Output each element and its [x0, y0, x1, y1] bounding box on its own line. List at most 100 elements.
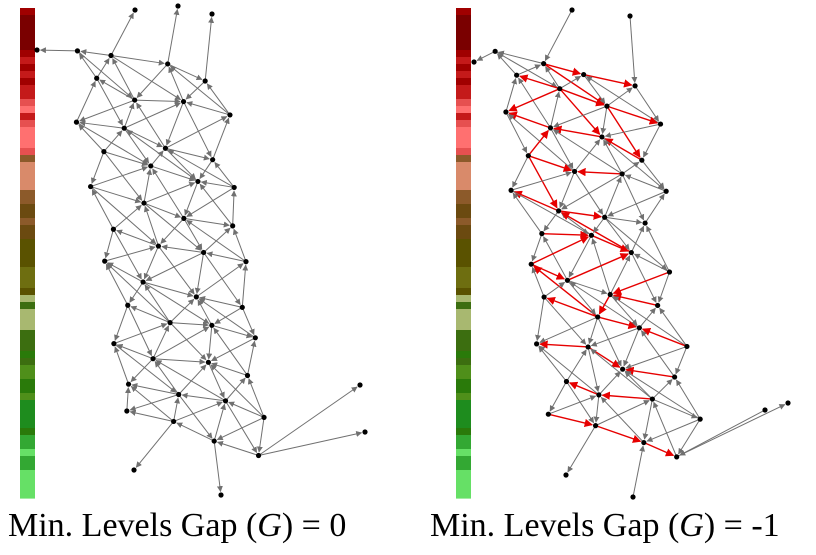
highlighted-edge	[612, 271, 670, 295]
highlighted-edge	[560, 211, 632, 254]
graph-node	[34, 47, 40, 53]
highlighted-edge	[606, 105, 641, 158]
level-stripe	[456, 183, 471, 191]
graph-node	[94, 75, 100, 81]
graph-node	[508, 187, 514, 193]
graph-edge	[130, 386, 174, 422]
graph-edge	[230, 190, 237, 226]
graph-node	[111, 341, 117, 347]
level-stripe	[20, 85, 35, 93]
graph-edge	[186, 187, 235, 217]
left-caption-variable: G	[257, 507, 282, 544]
level-stripe	[20, 330, 35, 338]
highlighted-edge	[604, 138, 643, 161]
graph-edge	[590, 327, 640, 347]
level-stripe	[456, 218, 471, 226]
graph-edge	[143, 205, 159, 247]
graph-node	[492, 48, 498, 54]
level-stripe	[456, 295, 471, 303]
level-stripe	[456, 120, 471, 128]
graph-edge	[114, 305, 129, 341]
graph-node	[557, 86, 563, 92]
graph-edge	[659, 307, 688, 347]
graph-edge	[630, 225, 645, 253]
level-stripe	[456, 113, 471, 121]
graph-edge	[258, 430, 363, 456]
graph-edge	[531, 266, 545, 298]
graph-edge	[183, 217, 230, 228]
graph-edge	[560, 212, 592, 236]
level-stripe	[456, 484, 471, 492]
graph-edge	[80, 49, 112, 57]
level-stripe	[456, 211, 471, 219]
level-stripe	[456, 190, 471, 198]
level-stripe	[20, 393, 35, 401]
level-stripe	[20, 428, 35, 436]
graph-edge	[543, 296, 587, 345]
graph-node	[176, 391, 182, 398]
graph-node	[124, 408, 130, 414]
level-stripe	[456, 463, 471, 471]
graph-node	[209, 322, 215, 328]
graph-edge	[228, 401, 265, 418]
graph-node	[165, 61, 171, 67]
graph-edge	[116, 229, 159, 247]
graph-node	[239, 304, 245, 310]
highlighted-edge	[597, 316, 637, 330]
level-stripe	[20, 197, 35, 205]
graph-edge	[632, 445, 646, 498]
level-stripe	[20, 407, 35, 415]
graph-edge	[110, 55, 182, 101]
graph-edge	[604, 216, 643, 225]
graph-edge	[203, 227, 231, 253]
graph-edge	[211, 324, 253, 339]
highlighted-edge	[508, 88, 561, 112]
graph-edge	[106, 263, 171, 324]
level-stripe	[456, 281, 471, 289]
level-stripe	[456, 316, 471, 324]
graph-edge	[176, 422, 215, 442]
graph-edge	[129, 394, 179, 412]
highlighted-edge	[577, 167, 623, 177]
graph-edge	[676, 379, 701, 420]
graph-edge	[135, 421, 175, 468]
graph-edge	[170, 321, 209, 328]
graph-node	[201, 249, 207, 256]
graph-edge	[516, 64, 541, 76]
level-stripe	[20, 127, 35, 135]
level-stripe	[20, 365, 35, 373]
graph-node	[556, 208, 562, 214]
graph-edge	[510, 171, 572, 191]
graph-edge	[638, 307, 656, 329]
graph-node	[180, 98, 187, 105]
graph-edge	[113, 343, 177, 393]
level-stripe	[456, 169, 471, 177]
graph-edge	[574, 139, 601, 172]
level-stripe	[20, 183, 35, 191]
graph-edge	[629, 15, 638, 83]
graph-edge	[601, 136, 664, 190]
level-stripe	[456, 260, 471, 268]
graph-node	[148, 163, 154, 169]
level-stripe	[20, 379, 35, 387]
graph-node	[110, 226, 117, 232]
graph-node	[672, 374, 678, 380]
graph-edge	[142, 281, 194, 298]
graph-edge	[173, 401, 223, 422]
graph-edge	[549, 381, 567, 412]
level-stripe	[456, 372, 471, 380]
graph-node	[132, 97, 138, 103]
graph-edge	[110, 12, 134, 56]
graph-edge	[150, 150, 164, 167]
graph-edge	[216, 416, 265, 441]
graph-node	[193, 294, 199, 300]
graph-edge	[178, 364, 207, 395]
graph-edge	[107, 262, 144, 283]
level-stripe	[456, 302, 471, 310]
graph-edge	[652, 379, 673, 400]
graph-node	[202, 78, 208, 84]
graph-edge	[678, 418, 701, 455]
graph-edge	[143, 181, 196, 204]
graph-edge	[79, 120, 125, 129]
